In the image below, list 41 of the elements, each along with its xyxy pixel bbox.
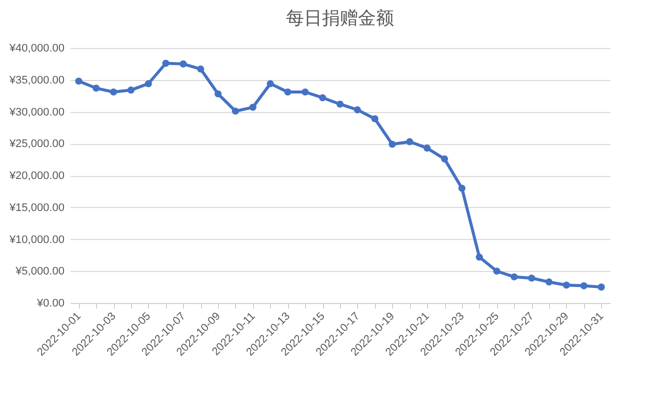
y-tick-label: ¥40,000.00 [8, 42, 64, 54]
point [354, 106, 361, 114]
point [197, 66, 204, 73]
point [266, 80, 274, 88]
point [424, 144, 431, 152]
point [284, 88, 292, 96]
point [144, 80, 152, 88]
y-tick-label: ¥25,000.00 [8, 138, 64, 150]
point [319, 94, 326, 102]
y-tick-label: ¥10,000.00 [8, 234, 64, 246]
y-tick-label: ¥20,000.00 [8, 170, 64, 182]
point [214, 90, 222, 98]
point [406, 138, 414, 146]
point [127, 86, 135, 94]
point [75, 78, 82, 85]
point [476, 254, 483, 261]
point [232, 108, 240, 115]
point [528, 274, 536, 282]
point [92, 84, 100, 92]
point [336, 100, 344, 108]
y-tick-label: ¥0.00 [36, 298, 64, 310]
y-tick-label: ¥35,000.00 [8, 74, 64, 86]
point [580, 282, 588, 290]
point [388, 140, 396, 148]
point [162, 60, 170, 67]
point [510, 273, 518, 280]
point [371, 115, 378, 122]
y-tick-label: ¥30,000.00 [8, 106, 64, 118]
point [440, 155, 448, 162]
chart-title: 每日捐赠金额 [286, 8, 394, 28]
point [562, 282, 570, 289]
y-tick-label: ¥5,000.00 [14, 266, 64, 278]
point [458, 184, 466, 192]
point [493, 268, 500, 275]
point [598, 284, 605, 291]
y-tick-label: ¥15,000.00 [8, 202, 64, 214]
point [545, 278, 553, 286]
point [110, 88, 118, 96]
point [302, 88, 309, 96]
point [180, 60, 187, 68]
point [249, 104, 256, 111]
